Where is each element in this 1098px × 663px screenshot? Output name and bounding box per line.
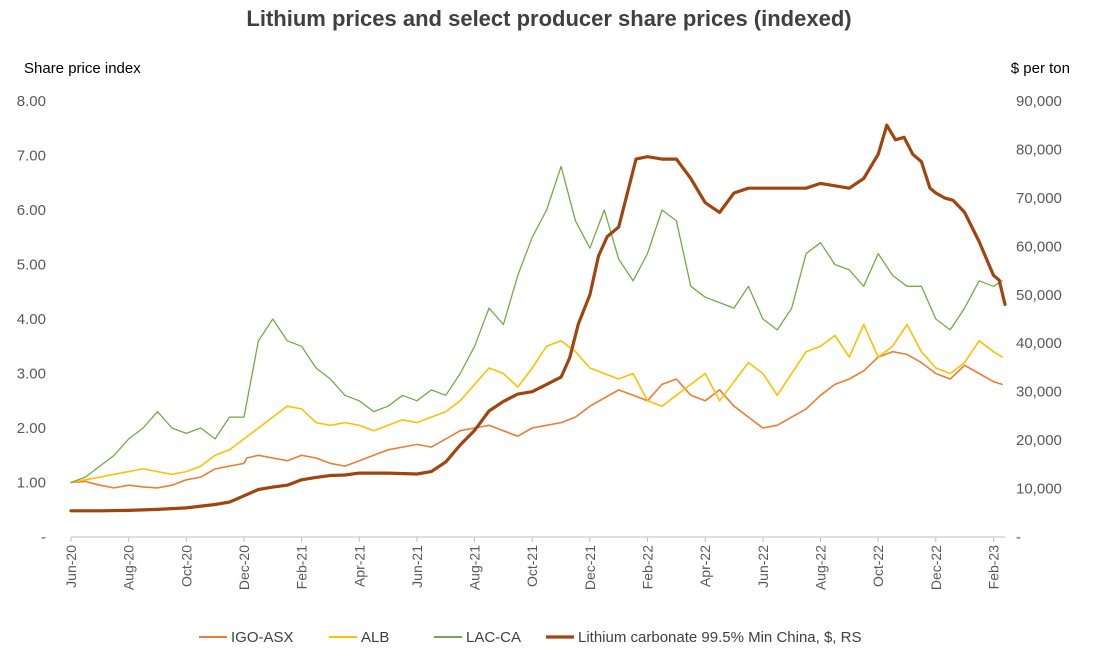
x-tick-label: Aug-22 xyxy=(813,545,829,590)
legend-label: Lithium carbonate 99.5% Min China, $, RS xyxy=(578,629,861,646)
x-tick-label: Apr-21 xyxy=(351,545,367,587)
y-left-tick-label: 2.00 xyxy=(17,420,46,437)
x-tick-label: Jun-21 xyxy=(409,545,425,588)
series-line-0 xyxy=(70,350,1003,489)
legend-label: ALB xyxy=(361,629,389,646)
y-right-tick-label: 80,000 xyxy=(1016,141,1062,158)
y-left-tick-label: 6.00 xyxy=(17,202,46,219)
y-left-tick-label: 8.00 xyxy=(17,93,46,110)
legend-label: LAC-CA xyxy=(466,629,521,646)
x-tick-label: Aug-20 xyxy=(121,545,137,590)
series-line-1 xyxy=(70,323,1003,484)
y-right-tick-label: 90,000 xyxy=(1016,93,1062,110)
y-left-tick-label: 1.00 xyxy=(17,475,46,492)
x-tick-label: Oct-22 xyxy=(870,545,886,587)
x-tick-label: Feb-21 xyxy=(294,545,310,590)
y-left-tick-label: - xyxy=(41,529,46,546)
x-tick-label: Oct-21 xyxy=(524,545,540,587)
y-right-tick-label: 60,000 xyxy=(1016,238,1062,255)
legend: IGO-ASX ALB LAC-CA Lithium carbonate 99.5% … xyxy=(199,629,861,646)
y-left-tick-label: 7.00 xyxy=(17,148,46,165)
y-right-tick-label: 10,000 xyxy=(1016,481,1062,498)
y-right-tick-label: 30,000 xyxy=(1016,384,1062,401)
x-tick-label: Oct-20 xyxy=(178,545,194,587)
y-left-tick-group: - 1.00 2.00 3.00 4.00 5.00 6.00 7.00 8.00 xyxy=(17,93,46,546)
chart-title: Lithium prices and select producer share… xyxy=(246,6,851,31)
series-layer xyxy=(69,123,1007,513)
x-tick-label: Dec-20 xyxy=(236,545,252,590)
x-tick-label: Dec-21 xyxy=(582,545,598,590)
y-right-tick-label: 50,000 xyxy=(1016,287,1062,304)
series-line-3 xyxy=(69,123,1007,513)
right-axis-label: $ per ton xyxy=(1011,60,1070,77)
x-tick-label: Dec-22 xyxy=(928,545,944,590)
legend-label: IGO-ASX xyxy=(231,629,294,646)
x-tick-group: Jun-20 Aug-20 Oct-20 Dec-20 Feb-21 Apr-21 Jun-… xyxy=(63,537,1001,590)
y-right-tick-group: - 10,000 20,000 30,000 40,000 50,000 60,000 70,… xyxy=(1016,93,1062,546)
y-left-tick-label: 5.00 xyxy=(17,257,46,274)
x-tick-label: Apr-22 xyxy=(697,545,713,587)
x-tick-label: Aug-21 xyxy=(467,545,483,590)
y-left-tick-label: 3.00 xyxy=(17,366,46,383)
series-line-2 xyxy=(70,165,1003,484)
y-right-tick-label: 40,000 xyxy=(1016,335,1062,352)
x-tick-label: Feb-22 xyxy=(640,545,656,590)
x-tick-label: Jun-22 xyxy=(755,545,771,588)
y-right-tick-label: - xyxy=(1016,529,1021,546)
y-right-tick-label: 20,000 xyxy=(1016,432,1062,449)
y-right-tick-label: 70,000 xyxy=(1016,190,1062,207)
y-left-tick-label: 4.00 xyxy=(17,311,46,328)
left-axis-label: Share price index xyxy=(24,60,141,77)
x-tick-label: Feb-23 xyxy=(985,545,1001,590)
x-tick-label: Jun-20 xyxy=(63,545,79,588)
